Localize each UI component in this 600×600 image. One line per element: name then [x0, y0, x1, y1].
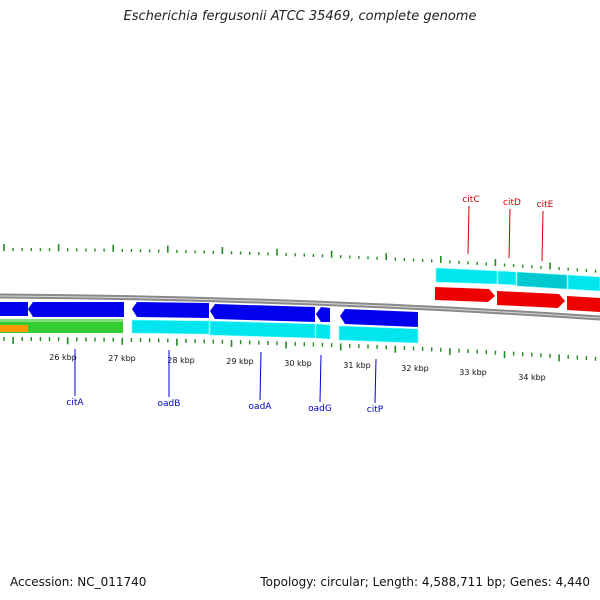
gene-label-citP: citP	[367, 405, 384, 415]
cyan-track-lower-3	[315, 323, 331, 340]
gene-arrow-citC	[435, 287, 495, 302]
inner-tick-row	[3, 337, 597, 362]
cyan-track-upper-3	[516, 271, 568, 290]
scale-label: 27 kbp	[108, 354, 136, 363]
cyan-track-upper-2	[497, 270, 517, 286]
scale-label: 28 kbp	[167, 356, 195, 365]
genome-backbone-highlight	[0, 295, 600, 319]
gene-arrow-citA	[0, 302, 28, 316]
accession-label: Accession: NC_011740	[10, 575, 147, 589]
orange-feature-track	[0, 319, 123, 333]
gene-arrow-citD	[497, 291, 565, 308]
scale-label: 32 kbp	[401, 364, 429, 373]
orange-feature-bar	[0, 325, 28, 332]
gene-arrow-oadG	[316, 307, 330, 322]
gene-arrow-oadA	[210, 304, 315, 322]
gene-arrow-oadB	[132, 302, 209, 318]
gene-label-citE: citE	[537, 200, 554, 210]
cyan-track-lower-1	[131, 319, 210, 335]
gene-label-oadG: oadG	[308, 404, 332, 414]
cyan-track-upper-1	[435, 267, 498, 285]
cyan-track-lower-2	[209, 320, 316, 339]
map-title: Escherichia fergusonii ATCC 35469, compl…	[123, 9, 477, 24]
gene-label-oadA: oadA	[249, 402, 273, 412]
scale-label: 30 kbp	[284, 359, 312, 368]
gene-label-citA: citA	[66, 398, 84, 408]
gene-label-oadB: oadB	[158, 399, 181, 409]
scale-label: 26 kbp	[49, 353, 77, 362]
gene-arrow-citA-b	[28, 302, 124, 317]
cyan-track-lower-4	[338, 325, 419, 344]
gene-leader-line	[508, 208, 511, 259]
gene-leader-line	[374, 358, 377, 404]
green-track-sheen	[0, 319, 123, 322]
gene-leader-line	[319, 354, 322, 403]
scale-label: 34 kbp	[518, 373, 546, 382]
gene-leader-line	[467, 205, 470, 255]
gene-arrow-citE	[567, 296, 600, 312]
scale-labels: 26 kbp 27 kbp 28 kbp 29 kbp 30 kbp 31 kbp 32 k…	[49, 353, 546, 382]
gene-leader-line	[541, 210, 544, 262]
gene-labels: citC citD citE citA oadB oadA oadG citP	[66, 195, 553, 415]
genome-stats-label: Topology: circular; Length: 4,588,711 bp…	[260, 575, 590, 589]
gene-label-citD: citD	[503, 198, 521, 208]
cyan-track-upper-4	[567, 274, 600, 292]
scale-label: 29 kbp	[226, 357, 254, 366]
outer-tick-row	[3, 244, 597, 273]
gene-arrow-citP	[340, 309, 418, 327]
gene-label-citC: citC	[462, 195, 479, 205]
scale-label: 33 kbp	[459, 368, 487, 377]
gene-leader-line	[259, 351, 262, 401]
scale-label: 31 kbp	[343, 361, 371, 370]
